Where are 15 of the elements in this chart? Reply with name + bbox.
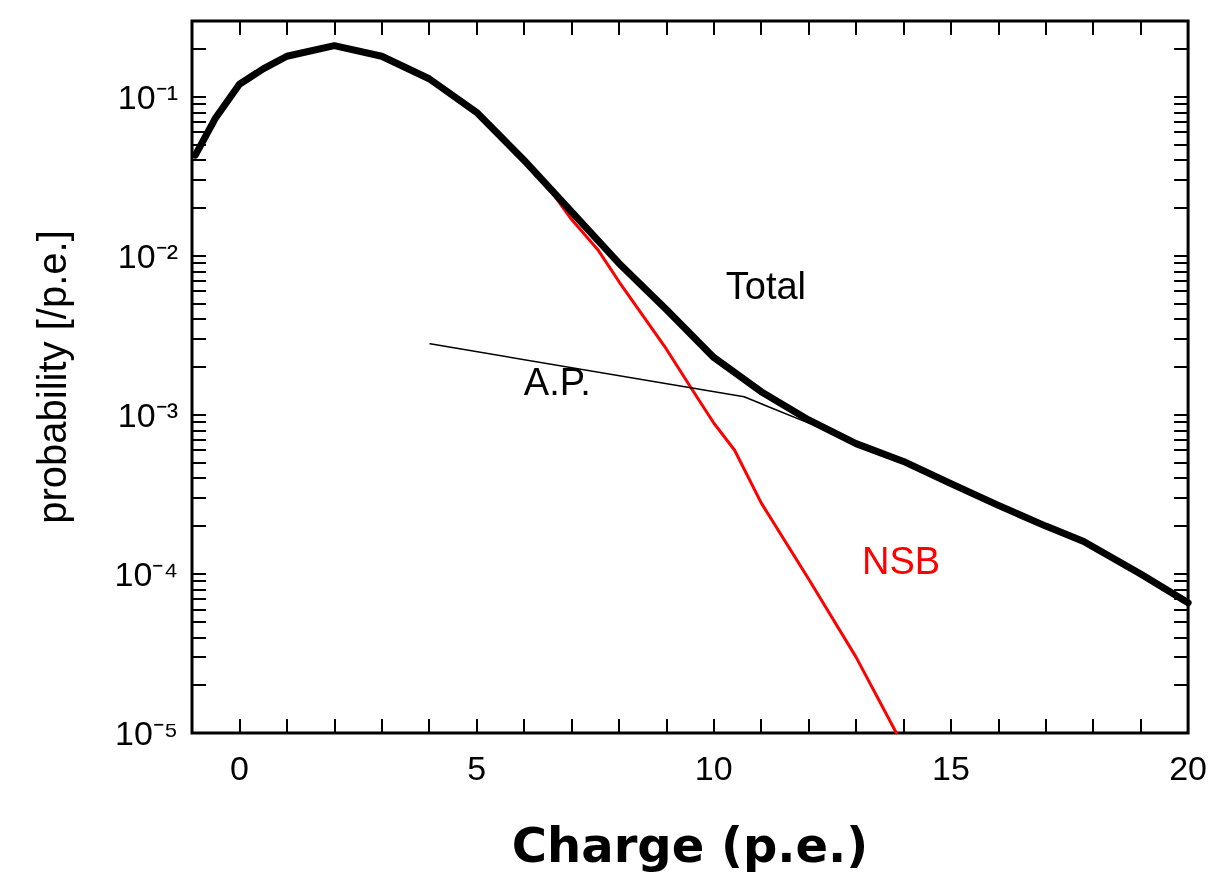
x-tick-label: 15 — [932, 749, 970, 787]
x-tick-label: 0 — [229, 749, 249, 787]
y-tick-label: 10⁻¹ — [117, 77, 178, 116]
series-label: A.P. — [523, 361, 591, 404]
y-tick-label: 10⁻³ — [117, 395, 178, 434]
y-axis-title: probability [/p.e.] — [30, 230, 74, 524]
series-label: Total — [725, 264, 807, 307]
x-tick-label: 5 — [467, 749, 487, 787]
y-tick-label: 10⁻⁵ — [115, 714, 178, 752]
x-tick-label: 10 — [694, 749, 733, 787]
x-axis-title: Charge (p.e.) — [511, 817, 869, 873]
x-tick-label: 20 — [1169, 749, 1207, 787]
y-tick-label: 10⁻⁴ — [114, 554, 178, 593]
y-tick-label: 10⁻² — [117, 236, 178, 275]
series-label: NSB — [862, 540, 941, 583]
